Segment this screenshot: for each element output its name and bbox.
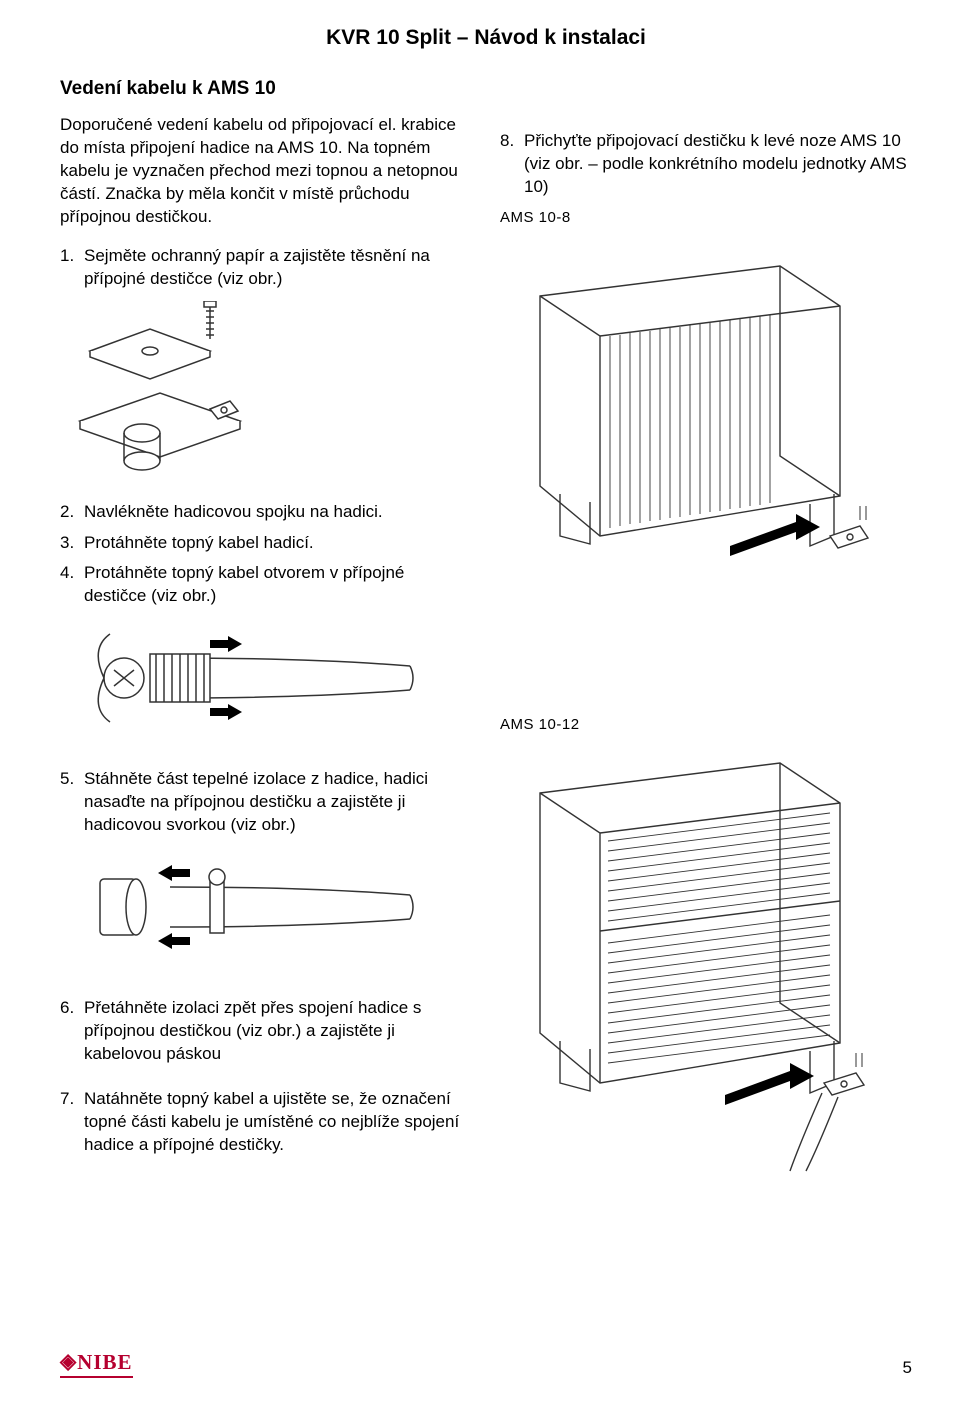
content-columns: Vedení kabelu k AMS 10 Doporučené vedení…: [60, 78, 912, 1203]
step-3: 3. Protáhněte topný kabel hadicí.: [60, 532, 460, 555]
page-number: 5: [903, 1358, 912, 1378]
step-number: 5.: [60, 768, 84, 837]
step-number: 2.: [60, 501, 84, 524]
intro-paragraph: Doporučené vedení kabelu od připojovací …: [60, 114, 460, 229]
step-6: 6. Přetáhněte izolaci zpět přes spojení …: [60, 997, 460, 1066]
logo-text: NIBE: [77, 1350, 132, 1374]
step-text: Stáhněte část tepelné izolace z hadice, …: [84, 768, 460, 837]
step-text: Přichyťte připojovací destičku k levé no…: [524, 130, 912, 199]
page-footer: ◈NIBE 5: [60, 1350, 912, 1378]
brand-logo: ◈NIBE: [60, 1350, 133, 1378]
step-1: 1. Sejměte ochranný papír a zajistěte tě…: [60, 245, 460, 291]
step-text: Navlékněte hadicovou spojku na hadici.: [84, 501, 460, 524]
step-number: 6.: [60, 997, 84, 1066]
step-text: Protáhněte topný kabel hadicí.: [84, 532, 460, 555]
step-4: 4. Protáhněte topný kabel otvorem v příp…: [60, 562, 460, 608]
step-text: Přetáhněte izolaci zpět přes spojení had…: [84, 997, 460, 1066]
page-header-title: KVR 10 Split – Návod k instalaci: [60, 26, 912, 50]
step-text: Sejměte ochranný papír a zajistěte těsně…: [84, 245, 460, 291]
step-5: 5. Stáhněte část tepelné izolace z hadic…: [60, 768, 460, 837]
step-number: 3.: [60, 532, 84, 555]
right-column: 8. Přichyťte připojovací destičku k levé…: [500, 78, 912, 1203]
diagram-hose-clamp-1: [60, 618, 460, 738]
step-number: 4.: [60, 562, 84, 608]
step-2: 2. Navlékněte hadicovou spojku na hadici…: [60, 501, 460, 524]
step-7: 7. Natáhněte topný kabel a ujistěte se, …: [60, 1088, 460, 1157]
left-column: Vedení kabelu k AMS 10 Doporučené vedení…: [60, 78, 460, 1203]
section-title: Vedení kabelu k AMS 10: [60, 78, 460, 100]
step-text: Protáhněte topný kabel otvorem v přípojn…: [84, 562, 460, 608]
diagram-ams-10-8: [500, 236, 912, 596]
step-number: 1.: [60, 245, 84, 291]
step-number: 7.: [60, 1088, 84, 1157]
diagram-gasket-plate: [60, 301, 460, 471]
step-8: 8. Přichyťte připojovací destičku k levé…: [500, 130, 912, 199]
logo-diamond-icon: ◈: [60, 1349, 77, 1374]
figure-label-ams1012: AMS 10-12: [500, 716, 912, 733]
diagram-hose-clamp-2: [60, 847, 460, 967]
step-text: Natáhněte topný kabel a ujistěte se, že …: [84, 1088, 460, 1157]
figure-label-ams108: AMS 10-8: [500, 209, 912, 226]
step-number: 8.: [500, 130, 524, 199]
diagram-ams-10-12: [500, 743, 912, 1173]
